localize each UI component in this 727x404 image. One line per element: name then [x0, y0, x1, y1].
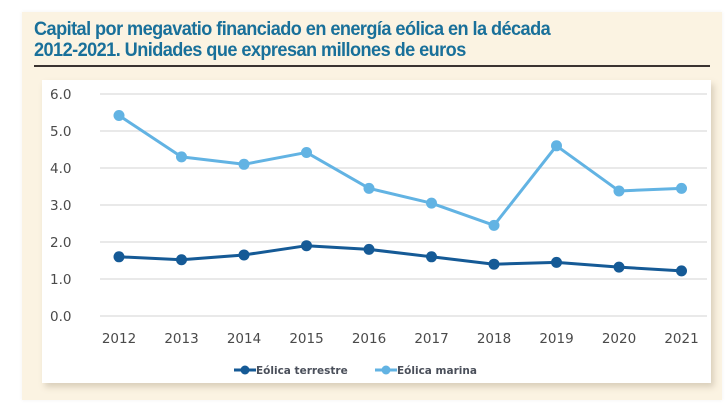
series-eolica-terrestre: [113, 240, 687, 277]
chart-title-line-1: Capital por megavatio financiado en ener…: [34, 18, 551, 40]
data-point: [238, 158, 250, 170]
y-tick-label: 5.0: [50, 124, 71, 140]
data-point: [301, 240, 312, 252]
legend-swatch-marker: [381, 365, 391, 375]
title-underline: [34, 65, 710, 67]
legend-label: Eólica terrestre: [256, 365, 348, 377]
x-tick-label: 2018: [477, 331, 511, 347]
chart-panel: Capital por megavatio financiado en ener…: [22, 12, 722, 400]
data-point: [613, 185, 625, 197]
y-tick-label: 0.0: [50, 309, 71, 325]
data-point: [488, 219, 500, 231]
chart-card: 0.0 1.0 2.0 3.0 4.0 5.0 6.0 2012 2013 2014 2015 20…: [42, 80, 711, 383]
series-line: [118, 244, 682, 273]
x-tick-label: 2019: [539, 331, 573, 347]
x-tick-label: 2017: [414, 331, 448, 347]
series-line: [118, 114, 682, 227]
legend: Eólica terrestre Eólica marina: [234, 365, 477, 377]
x-tick-label: 2015: [289, 331, 323, 347]
legend-item: Eólica marina: [375, 365, 477, 377]
data-point: [613, 261, 625, 273]
chart-title-line-2: 2012-2021. Unidades que expresan millone…: [34, 39, 466, 61]
y-tick-label: 1.0: [50, 272, 71, 288]
gridlines: [100, 93, 707, 317]
x-tick-label: 2013: [164, 331, 198, 347]
data-point: [426, 197, 437, 209]
data-point: [176, 151, 187, 163]
x-axis-ticks: 2012 2013 2014 2015 2016 2017 2018 2019 2020 2021: [102, 331, 699, 347]
data-point: [238, 249, 250, 261]
legend-label: Eólica marina: [397, 365, 477, 377]
data-point: [551, 256, 562, 268]
line-chart: 0.01.02.03.04.05.06.0 2012 2013 2014 2015 20…: [50, 87, 707, 377]
x-tick-label: 2012: [102, 331, 136, 347]
chart-title: Capital por megavatio financiado en ener…: [34, 19, 666, 61]
x-tick-label: 2016: [352, 331, 386, 347]
x-tick-label: 2014: [227, 331, 261, 347]
legend-swatch-marker: [240, 365, 250, 375]
data-point: [551, 140, 562, 152]
y-axis-ticks: 0.0 1.0 2.0 3.0 4.0 5.0 6.0: [50, 87, 71, 325]
data-point: [113, 109, 125, 121]
y-tick-label: 6.0: [50, 87, 71, 103]
data-point: [113, 251, 125, 263]
legend-item: Eólica terrestre: [234, 365, 348, 377]
series-eolica-marina: [113, 109, 687, 231]
x-tick-label: 2020: [602, 331, 636, 347]
x-tick-label: 2021: [664, 331, 698, 347]
data-point: [176, 254, 187, 266]
y-tick-label: 3.0: [50, 198, 71, 214]
data-point: [426, 251, 437, 263]
data-point: [488, 258, 500, 270]
y-tick-label: 2.0: [50, 235, 71, 251]
y-tick-label: 4.0: [50, 161, 71, 177]
series-lines: [113, 109, 687, 277]
data-point: [363, 243, 375, 255]
data-point: [676, 265, 687, 277]
data-point: [301, 146, 312, 158]
data-point: [676, 182, 687, 194]
data-point: [363, 182, 375, 194]
